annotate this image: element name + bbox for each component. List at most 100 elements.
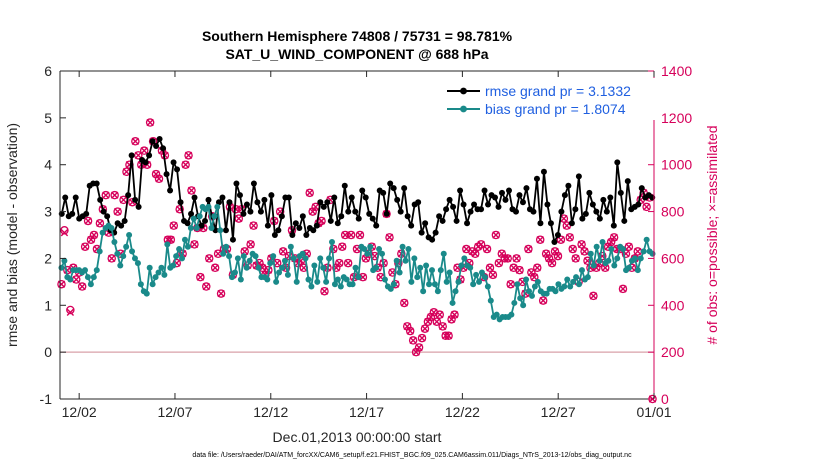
series-point-bias bbox=[361, 246, 368, 253]
obs-assimilated-point bbox=[501, 254, 509, 263]
obs-possible-point bbox=[175, 204, 184, 214]
obs-assimilated-point bbox=[625, 243, 633, 251]
series-point-rmse bbox=[394, 196, 401, 203]
series-point-bias bbox=[526, 288, 533, 295]
obs-assimilated-point bbox=[489, 271, 497, 279]
series-point-rmse bbox=[369, 215, 376, 222]
legend-marker-rmse bbox=[460, 87, 467, 95]
obs-assimilated-point bbox=[113, 207, 122, 216]
obs-possible-point bbox=[89, 230, 99, 240]
obs-assimilated-point bbox=[341, 231, 349, 239]
series-point-bias bbox=[355, 274, 362, 281]
series-point-bias bbox=[631, 255, 638, 262]
series-point-rmse bbox=[453, 217, 460, 224]
obs-possible-point bbox=[66, 305, 75, 315]
obs-assimilated-point bbox=[217, 289, 225, 298]
legend-label-bias: bias grand pr = 1.8074 bbox=[485, 101, 626, 117]
obs-possible-point bbox=[187, 186, 196, 195]
series-point-bias bbox=[117, 262, 124, 269]
obs-assimilated-point bbox=[184, 151, 193, 160]
series-point-rmse bbox=[443, 206, 450, 213]
obs-possible-point bbox=[181, 160, 190, 169]
series-point-rmse bbox=[505, 187, 512, 194]
series-point-bias bbox=[320, 264, 327, 271]
obs-assimilated-point bbox=[122, 168, 131, 176]
series-point-bias bbox=[405, 246, 412, 253]
series-point-bias bbox=[555, 281, 562, 288]
obs-assimilated-point bbox=[430, 308, 438, 317]
series-point-bias bbox=[443, 278, 450, 285]
series-point-bias bbox=[458, 262, 465, 269]
series-point-rmse bbox=[250, 180, 257, 187]
obs-assimilated-point bbox=[412, 348, 420, 356]
series-point-rmse bbox=[72, 194, 79, 201]
series-point-bias bbox=[620, 246, 627, 253]
obs-assimilated-point bbox=[424, 317, 432, 326]
series-point-rmse bbox=[296, 224, 303, 231]
series-point-bias bbox=[240, 253, 247, 260]
obs-assimilated-point bbox=[335, 259, 343, 267]
series-point-bias bbox=[308, 283, 315, 290]
obs-assimilated-point bbox=[527, 268, 536, 277]
series-point-bias bbox=[420, 288, 427, 295]
series-point-bias bbox=[290, 255, 297, 262]
series-point-rmse bbox=[565, 182, 572, 189]
series-point-bias bbox=[155, 269, 162, 276]
y-tick-label: 5 bbox=[44, 110, 52, 126]
series-point-bias bbox=[376, 246, 383, 253]
obs-possible-point bbox=[110, 190, 119, 200]
series-point-rmse bbox=[495, 203, 502, 210]
series-point-bias bbox=[217, 227, 224, 234]
series-point-rmse bbox=[530, 208, 537, 215]
series-point-rmse bbox=[519, 199, 526, 206]
series-point-rmse bbox=[341, 182, 348, 189]
series-point-rmse bbox=[292, 220, 299, 227]
series-point-bias bbox=[446, 269, 453, 276]
obs-possible-point bbox=[618, 284, 628, 294]
x-tick-label: 12/12 bbox=[253, 404, 288, 420]
series-point-rmse bbox=[268, 192, 275, 199]
series-point-rmse bbox=[366, 210, 373, 217]
series-point-bias bbox=[640, 248, 647, 255]
series-point-rmse bbox=[373, 222, 380, 229]
x-tick-label: 12/07 bbox=[157, 404, 192, 420]
y-right-tick-label: 1400 bbox=[661, 63, 692, 79]
series-point-bias bbox=[293, 278, 300, 285]
series-point-bias bbox=[408, 278, 415, 285]
obs-assimilated-point bbox=[462, 245, 471, 253]
series-point-bias bbox=[93, 267, 100, 274]
series-point-bias bbox=[514, 281, 521, 288]
obs-assimilated-point bbox=[589, 292, 598, 300]
series-point-bias bbox=[423, 262, 430, 269]
obs-possible-point bbox=[571, 254, 580, 263]
series-point-rmse bbox=[163, 171, 170, 178]
series-point-rmse bbox=[331, 194, 338, 201]
series-point-bias bbox=[252, 253, 259, 260]
series-point-rmse bbox=[184, 220, 191, 227]
series-point-bias bbox=[470, 281, 477, 288]
series-point-bias bbox=[593, 243, 600, 250]
series-point-rmse bbox=[310, 227, 317, 234]
series-point-rmse bbox=[575, 173, 582, 180]
series-point-bias bbox=[390, 281, 397, 288]
series-point-bias bbox=[129, 248, 136, 255]
series-point-bias bbox=[349, 281, 356, 288]
series-point-bias bbox=[352, 264, 359, 271]
series-point-rmse bbox=[285, 194, 292, 201]
series-point-bias bbox=[99, 229, 106, 236]
series-point-rmse bbox=[582, 210, 589, 217]
obs-assimilated-point bbox=[146, 118, 154, 127]
obs-assimilated-point bbox=[506, 280, 515, 288]
obs-possible-point bbox=[320, 286, 329, 296]
series-point-bias bbox=[214, 203, 221, 210]
obs-possible-point bbox=[400, 298, 409, 308]
series-point-rmse bbox=[401, 185, 408, 192]
series-point-bias bbox=[523, 276, 530, 283]
obs-possible-point bbox=[83, 216, 93, 226]
series-point-rmse bbox=[100, 208, 107, 215]
series-point-bias bbox=[184, 243, 191, 250]
series-point-rmse bbox=[561, 192, 568, 199]
series-point-bias bbox=[590, 262, 597, 269]
obs-assimilated-point bbox=[610, 233, 618, 242]
